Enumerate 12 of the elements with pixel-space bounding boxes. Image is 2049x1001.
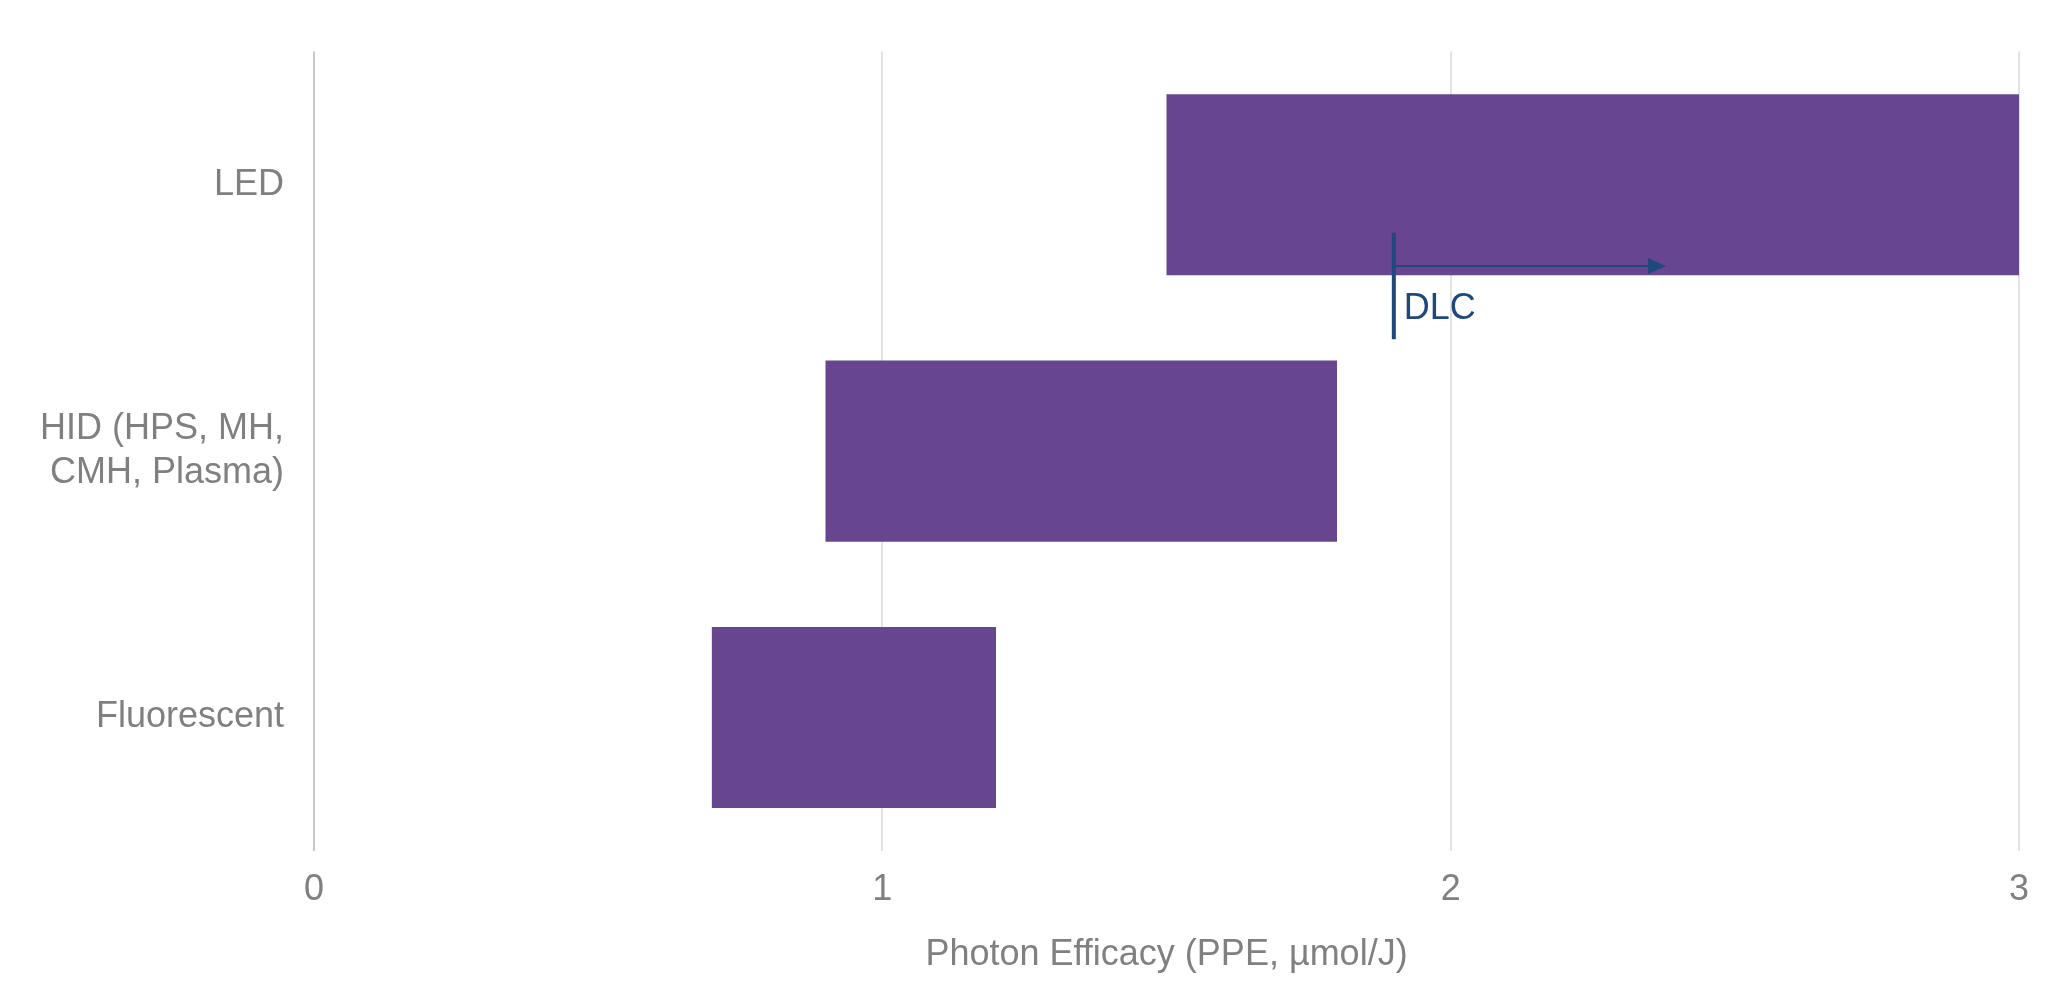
y-tick-label: HID (HPS, MH, CMH, Plasma): [39, 406, 284, 491]
y-tick-label: LED: [213, 161, 284, 203]
y-tick-label: Fluorescent: [95, 694, 284, 736]
x-tick-label: 0: [303, 867, 325, 909]
bar: [711, 626, 996, 808]
x-tick-label: 3: [2008, 867, 2030, 909]
bar: [825, 360, 1337, 542]
x-tick-label: 1: [872, 867, 893, 909]
ref-line-label: DLC: [1403, 286, 1476, 328]
x-axis-title: Photon Efficacy (PPE, µmol/J): [925, 932, 1408, 974]
bar: [1166, 94, 2019, 276]
x-tick-label: 2: [1440, 867, 1461, 909]
